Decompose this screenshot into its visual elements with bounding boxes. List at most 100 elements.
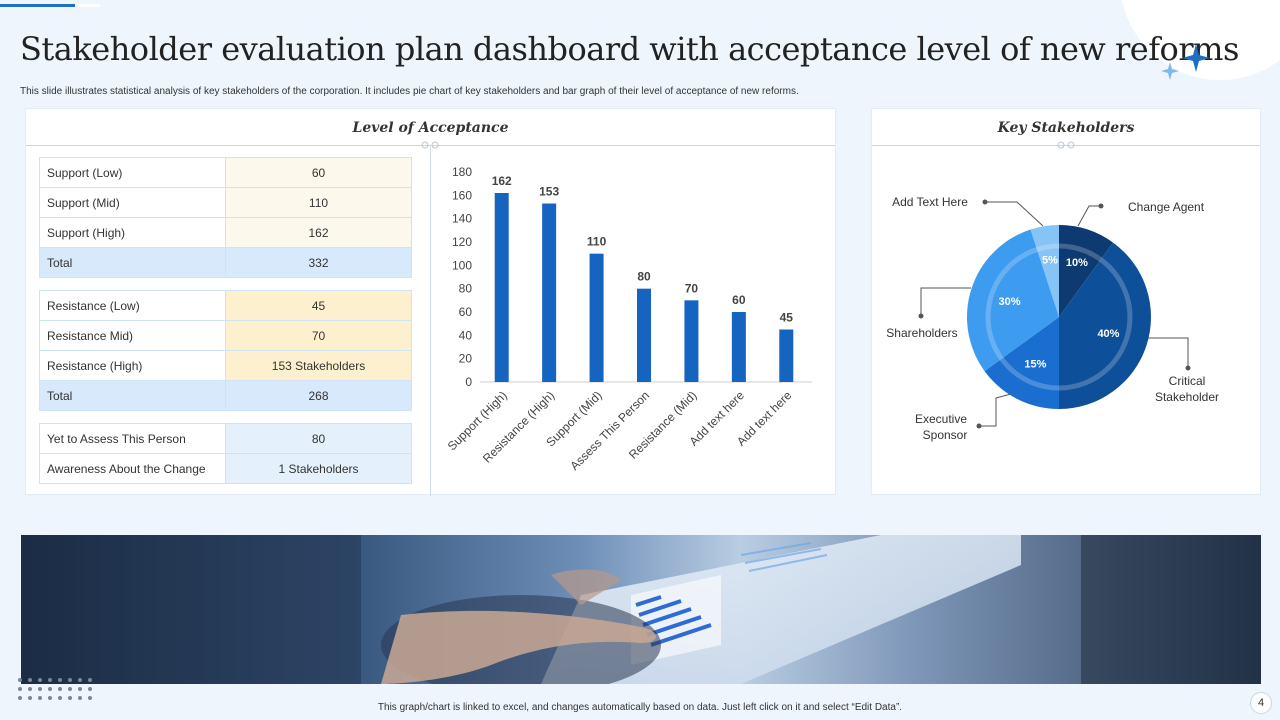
pie-slice-label: 10% bbox=[1066, 257, 1088, 269]
table-row: Support (Low) 60 bbox=[39, 157, 412, 188]
legend-executive-line1: Executive bbox=[915, 412, 967, 426]
bar-value-label: 110 bbox=[587, 235, 607, 249]
ornament-icon bbox=[421, 141, 439, 149]
ornament-icon bbox=[1057, 141, 1075, 149]
bar-value-label: 153 bbox=[539, 185, 559, 199]
support-low-value: 60 bbox=[225, 157, 412, 188]
tablet-photo bbox=[21, 535, 1261, 684]
page-subtitle: This slide illustrates statistical analy… bbox=[20, 86, 799, 97]
stakeholders-card-rule bbox=[872, 145, 1260, 146]
support-high-label: Support (High) bbox=[39, 217, 226, 248]
bar bbox=[684, 300, 699, 382]
resistance-total-value: 268 bbox=[225, 380, 412, 411]
bar bbox=[731, 312, 746, 382]
resistance-low-value: 45 bbox=[225, 290, 412, 321]
resistance-high-value: 153 Stakeholders bbox=[225, 350, 412, 381]
bar-value-label: 60 bbox=[732, 293, 746, 307]
leader-dot bbox=[982, 199, 988, 205]
table-row: Support (Mid) 110 bbox=[39, 187, 412, 218]
y-tick-label: 80 bbox=[459, 282, 473, 296]
y-tick-label: 20 bbox=[459, 352, 473, 366]
top-accent-bar-light bbox=[78, 4, 100, 7]
support-total-value: 332 bbox=[225, 247, 412, 278]
legend-executive-line2: Sponsor bbox=[923, 428, 968, 442]
pie-inner-ring bbox=[985, 243, 1133, 391]
table-row: Awareness About the Change 1 Stakeholders bbox=[39, 453, 412, 484]
leader-line-change-agent bbox=[1077, 205, 1101, 227]
acceptance-card-title: Level of Acceptance bbox=[352, 120, 509, 136]
bar bbox=[542, 203, 557, 382]
bar-value-label: 45 bbox=[780, 311, 794, 325]
pie-slice bbox=[1059, 242, 1151, 409]
bar-value-label: 70 bbox=[685, 281, 699, 295]
stakeholders-card-title: Key Stakeholders bbox=[997, 120, 1135, 136]
bar bbox=[779, 329, 794, 382]
other-table: Yet to Assess This Person 80 Awareness Ab… bbox=[39, 423, 412, 484]
pie-slice bbox=[1059, 225, 1114, 317]
footer-note: This graph/chart is linked to excel, and… bbox=[377, 702, 903, 713]
top-accent-bar bbox=[0, 4, 75, 7]
leader-dot bbox=[1098, 203, 1104, 209]
pie-slice-label: 30% bbox=[999, 296, 1021, 308]
table-row: Resistance (Low) 45 bbox=[39, 290, 412, 321]
yet-to-assess-value: 80 bbox=[225, 423, 412, 454]
pie-slice-label: 5% bbox=[1042, 255, 1058, 267]
leader-dot bbox=[976, 423, 982, 429]
leader-dot bbox=[1185, 365, 1191, 371]
y-tick-label: 40 bbox=[459, 328, 473, 342]
bar bbox=[589, 253, 604, 382]
legend-critical-line1: Critical bbox=[1169, 374, 1206, 388]
bar bbox=[494, 193, 509, 382]
leader-line-add-text bbox=[985, 201, 1044, 227]
resistance-high-label: Resistance (High) bbox=[39, 350, 226, 381]
legend-critical-line2: Stakeholder bbox=[1155, 390, 1219, 404]
y-tick-label: 0 bbox=[465, 375, 472, 389]
leader-line-executive bbox=[979, 393, 1012, 427]
table-row: Resistance (High) 153 Stakeholders bbox=[39, 350, 412, 381]
table-row-total: Total 332 bbox=[39, 247, 412, 278]
y-tick-label: 180 bbox=[452, 165, 472, 179]
page-number: 4 bbox=[1250, 692, 1272, 714]
leader-line-critical bbox=[1141, 337, 1189, 368]
support-mid-value: 110 bbox=[225, 187, 412, 218]
table-row: Yet to Assess This Person 80 bbox=[39, 423, 412, 454]
support-mid-label: Support (Mid) bbox=[39, 187, 226, 218]
acceptance-card-rule bbox=[26, 145, 835, 146]
x-tick-label: Assess This Person bbox=[567, 388, 652, 473]
yet-to-assess-label: Yet to Assess This Person bbox=[39, 423, 226, 454]
y-tick-label: 120 bbox=[452, 235, 472, 249]
leader-dot bbox=[918, 313, 924, 319]
awareness-label: Awareness About the Change bbox=[39, 453, 226, 484]
leader-line-shareholders bbox=[920, 287, 971, 316]
bar-value-label: 162 bbox=[492, 174, 512, 188]
pie-slice bbox=[1030, 225, 1059, 317]
pie-slice-label: 15% bbox=[1024, 358, 1046, 370]
acceptance-card-divider bbox=[430, 146, 431, 496]
page-title: Stakeholder evaluation plan dashboard wi… bbox=[20, 30, 1239, 68]
table-row: Support (High) 162 bbox=[39, 217, 412, 248]
resistance-mid-value: 70 bbox=[225, 320, 412, 351]
legend-change-agent: Change Agent bbox=[1128, 200, 1205, 214]
tablet-photo-illustration bbox=[21, 535, 1261, 684]
pie-slice bbox=[984, 317, 1059, 409]
support-high-value: 162 bbox=[225, 217, 412, 248]
table-row-total: Total 268 bbox=[39, 380, 412, 411]
legend-add-text-here: Add Text Here bbox=[892, 195, 968, 209]
stakeholders-card: Key Stakeholders bbox=[871, 108, 1261, 495]
resistance-total-label: Total bbox=[39, 380, 226, 411]
awareness-value: 1 Stakeholders bbox=[225, 453, 412, 484]
pie-slice-label: 40% bbox=[1097, 328, 1119, 340]
y-tick-label: 60 bbox=[459, 305, 473, 319]
y-tick-label: 100 bbox=[452, 258, 472, 272]
pie-slice bbox=[967, 229, 1059, 372]
resistance-mid-label: Resistance Mid) bbox=[39, 320, 226, 351]
support-low-label: Support (Low) bbox=[39, 157, 226, 188]
y-tick-label: 160 bbox=[452, 188, 472, 202]
y-tick-label: 140 bbox=[452, 212, 472, 226]
support-total-label: Total bbox=[39, 247, 226, 278]
legend-shareholders: Shareholders bbox=[886, 326, 957, 340]
table-row: Resistance Mid) 70 bbox=[39, 320, 412, 351]
bar-value-label: 80 bbox=[637, 270, 651, 284]
resistance-low-label: Resistance (Low) bbox=[39, 290, 226, 321]
